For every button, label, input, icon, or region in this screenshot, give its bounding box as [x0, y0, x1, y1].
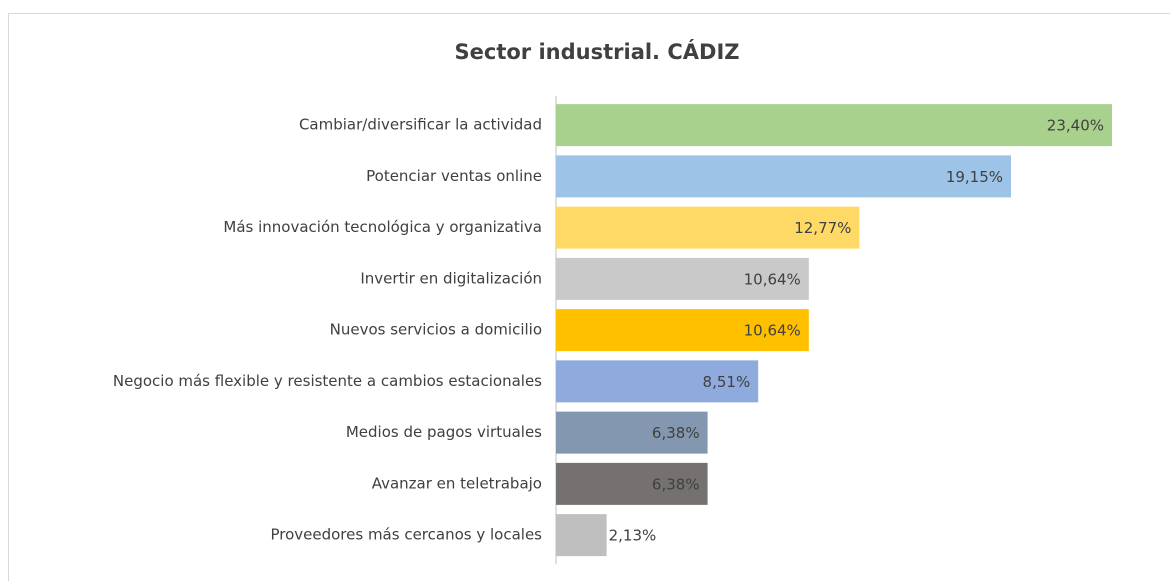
bar	[556, 104, 1112, 147]
bar	[556, 462, 708, 505]
value-label: 23,40%	[1047, 117, 1104, 135]
value-label: 19,15%	[946, 168, 1003, 186]
bar	[556, 309, 809, 352]
bar	[556, 514, 607, 557]
value-label: 2,13%	[609, 527, 657, 545]
value-label: 6,38%	[652, 424, 700, 442]
bar	[556, 206, 860, 249]
category-label: Invertir en digitalización	[360, 269, 542, 287]
value-label: 6,38%	[652, 475, 700, 493]
bar	[556, 411, 708, 454]
category-label: Nuevos servicios a domicilio	[330, 321, 542, 339]
category-label: Potenciar ventas online	[366, 167, 542, 185]
value-label: 12,77%	[794, 219, 851, 237]
category-label: Negocio más flexible y resistente a camb…	[113, 372, 542, 390]
category-label: Medios de pagos virtuales	[346, 423, 542, 441]
category-label: Proveedores más cercanos y locales	[270, 526, 542, 544]
bar	[556, 360, 759, 403]
bar	[556, 155, 1012, 198]
bar	[556, 257, 809, 300]
category-label: Más innovación tecnológica y organizativ…	[223, 218, 542, 236]
category-label: Avanzar en teletrabajo	[372, 474, 542, 492]
chart-title: Sector industrial. CÁDIZ	[455, 39, 740, 64]
value-label: 8,51%	[703, 373, 751, 391]
value-label: 10,64%	[744, 270, 801, 288]
category-label: Cambiar/diversificar la actividad	[299, 116, 542, 134]
value-label: 10,64%	[744, 322, 801, 340]
